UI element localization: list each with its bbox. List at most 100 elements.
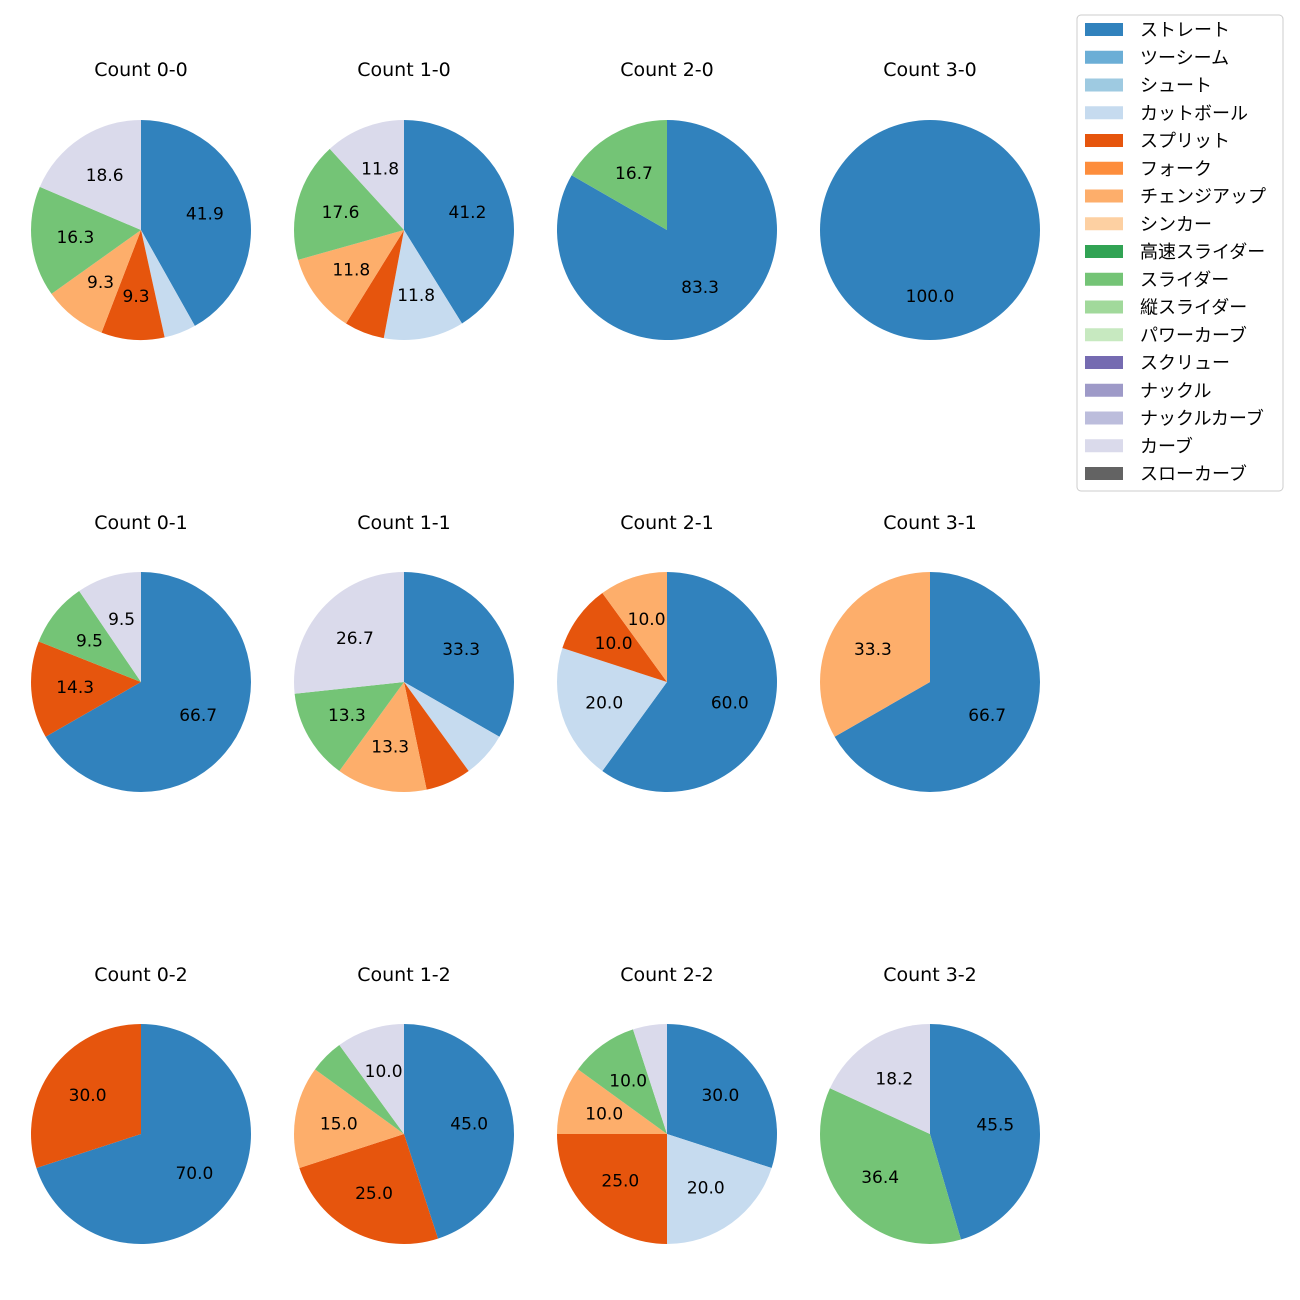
slice-カーブ [39,119,141,230]
slice-label: 41.9 [186,204,224,224]
pie-count-3-0: Count 3-0 100.0 [820,59,1040,340]
slice-カットボール [404,682,500,771]
chart-title: Count 2-1 [620,512,714,534]
pie-count-1-2: Count 1-2 45.0 25.0 15.0 10.0 [294,964,515,1244]
legend-swatch [1085,50,1123,64]
slice-スライダー [294,682,404,771]
chart-title: Count 0-0 [94,59,188,81]
slice-label: 26.7 [336,629,374,649]
slice-label: 16.7 [615,164,653,184]
legend-item: スライダー [1085,270,1229,291]
slice-チェンジアップ [602,572,667,682]
legend-item: 高速スライダー [1085,242,1265,263]
legend-swatch [1085,356,1123,369]
slice-スプリット [30,641,142,737]
pie-count-2-2: Count 2-2 30.0 20.0 25.0 10.0 10.0 [557,964,777,1244]
legend-swatch [1085,467,1123,480]
legend-item: パワーカーブ [1085,324,1247,346]
slice-label: 30.0 [701,1086,739,1106]
slice-label: 100.0 [906,287,955,307]
slice-スプリット [562,593,667,682]
legend-item: スローカーブ [1085,463,1247,485]
legend-item: スクリュー [1085,353,1230,374]
legend-item: スプリット [1085,131,1230,152]
legend-swatch [1085,328,1123,342]
slice-スライダー [571,120,667,230]
slice-label: 30.0 [69,1086,107,1106]
legend-label: カットボール [1140,103,1248,124]
legend-swatch [1085,217,1123,231]
slice-label: 41.2 [449,203,487,223]
chart-title: Count 2-0 [620,59,714,81]
legend-swatch [1085,439,1123,453]
slice-label: 10.0 [585,1105,623,1125]
slice-label: 9.3 [87,273,114,293]
legend-label: パワーカーブ [1140,324,1247,346]
legend-item: カットボール [1085,103,1248,124]
chart-title: Count 0-2 [94,964,188,986]
chart-title: Count 1-1 [357,512,451,534]
legend-swatch [1085,134,1123,147]
legend-item: ストレート [1085,20,1230,41]
slice-カットボール [383,230,463,340]
slice-スライダー [30,186,141,294]
legend-item: シンカー [1085,214,1212,235]
legend-label: ストレート [1140,20,1230,41]
slice-label: 66.7 [968,706,1006,726]
slice-label: 15.0 [320,1115,358,1135]
slice-label: 11.8 [332,261,370,281]
slice-label: 13.3 [371,738,409,758]
legend-item: ナックルカーブ [1085,408,1264,430]
legend-label: 縦スライダー [1140,298,1247,319]
slice-ストレート [36,1024,252,1244]
legend-item: チェンジアップ [1085,187,1266,208]
slice-label: 10.0 [609,1072,647,1092]
slice-ストレート [667,1024,777,1168]
slice-スライダー [315,1045,404,1134]
legend-label: ナックル [1140,381,1211,402]
legend-swatch [1085,106,1123,120]
slice-チェンジアップ [339,682,427,792]
chart-title: Count 1-0 [357,59,451,81]
legend-frame [1076,14,1284,492]
legend-item: 縦スライダー [1085,298,1247,319]
chart-title: Count 1-2 [357,964,451,986]
slice-ストレート [45,572,252,792]
slice-ストレート [834,572,1040,792]
slice-label: 25.0 [601,1172,639,1192]
slice-label: 10.0 [628,610,666,630]
slice-label: 9.5 [76,632,103,652]
legend-label: カーブ [1140,435,1193,457]
pie-count-1-0: Count 1-0 41.2 11.8 11.8 17.6 11.8 [294,59,514,340]
slice-チェンジアップ [298,230,404,324]
slice-label: 18.6 [86,166,124,186]
slice-label: 17.6 [322,203,360,223]
pie-count-2-1: Count 2-1 60.0 20.0 10.0 10.0 [557,512,777,793]
slice-label: 66.7 [179,706,217,726]
pie-count-2-0: Count 2-0 83.3 16.7 [557,59,777,340]
slice-label: 25.0 [355,1184,393,1204]
legend-label: スクリュー [1140,353,1230,374]
pie-count-0-1: Count 0-1 66.7 14.3 9.59.5 [30,512,252,792]
chart-title: Count 2-2 [620,964,714,986]
slice-label: 18.2 [875,1069,913,1089]
legend-swatch [1085,300,1123,314]
slice-カーブ [339,1024,404,1134]
pie-count-3-2: Count 3-2 45.5 36.4 18.2 [820,964,1040,1244]
slice-チェンジアップ [820,572,930,737]
slice-ストレート [404,1024,515,1239]
slice-ストレート [404,120,514,324]
slice-label: 83.3 [681,278,719,298]
slice-カーブ [329,120,404,230]
legend-label: スローカーブ [1140,463,1247,485]
slice-label: 9.3 [123,287,150,307]
slice-スライダー [38,591,141,682]
slice-スプリット [101,230,165,340]
slice-ストレート [930,1024,1040,1240]
legend-swatch [1085,189,1123,203]
pie-count-0-0: Count 0-0 41.9 9.3 9.3 16.3 18.6 [30,59,251,340]
legend-swatch [1085,78,1123,92]
slice-label: 10.0 [365,1062,403,1082]
slice-ストレート [141,120,251,326]
